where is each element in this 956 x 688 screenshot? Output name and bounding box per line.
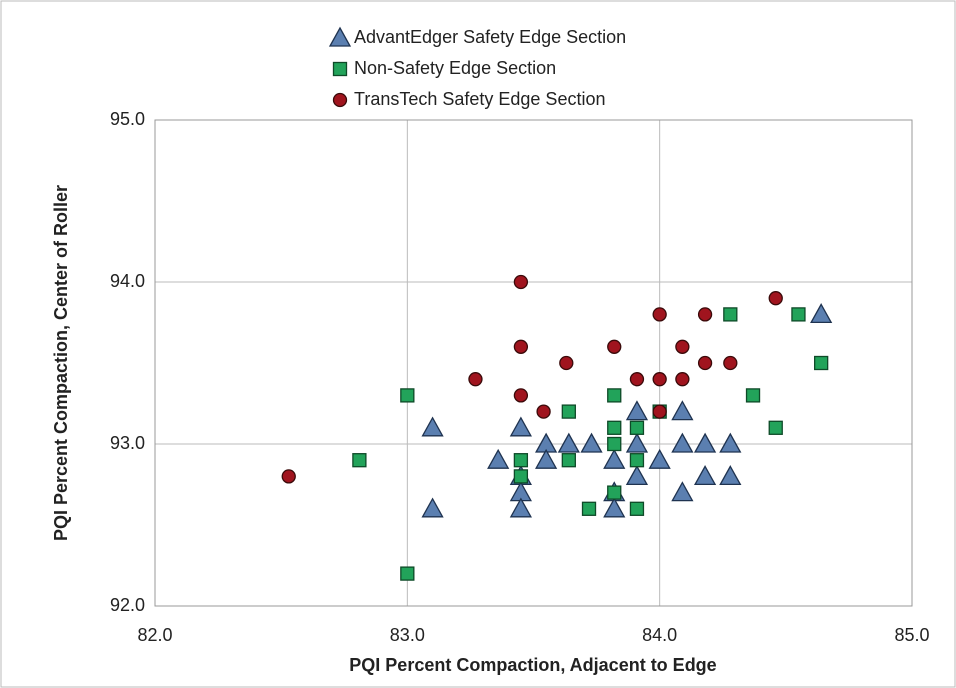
marker-square — [400, 566, 415, 581]
marker-circle — [513, 388, 529, 403]
marker-circle — [768, 291, 783, 306]
marker-circle — [513, 339, 529, 354]
marker-triangle — [421, 497, 444, 518]
marker-square — [513, 453, 529, 468]
marker-triangle — [328, 26, 352, 47]
marker-circle — [697, 307, 713, 322]
marker-square — [629, 420, 645, 435]
x-tick-label: 82.0 — [137, 625, 172, 645]
marker-square — [607, 485, 622, 500]
marker-circle — [675, 372, 690, 387]
plot-area — [154, 119, 913, 607]
legend-label: Non-Safety Edge Section — [354, 58, 556, 78]
marker-square — [607, 436, 622, 452]
marker-circle — [675, 339, 690, 354]
marker-triangle — [509, 416, 532, 437]
marker-square — [607, 388, 622, 403]
marker-triangle — [719, 465, 742, 486]
marker-square — [768, 420, 783, 435]
marker-square — [791, 307, 806, 322]
marker-circle — [652, 404, 667, 419]
marker-square — [332, 61, 348, 77]
marker-triangle — [671, 481, 694, 502]
marker-triangle — [557, 432, 580, 453]
marker-square — [814, 355, 829, 371]
marker-square — [561, 453, 576, 468]
marker-square — [352, 453, 367, 468]
marker-triangle — [509, 497, 532, 518]
marker-triangle — [421, 416, 444, 437]
marker-triangle — [625, 465, 649, 486]
marker-circle — [281, 469, 296, 484]
marker-circle — [536, 404, 551, 419]
marker-triangle — [719, 432, 742, 453]
marker-triangle — [580, 432, 603, 453]
marker-triangle — [693, 432, 717, 453]
marker-circle — [332, 92, 348, 108]
marker-circle — [723, 355, 738, 371]
y-tick-label: 92.0 — [110, 595, 145, 615]
marker-circle — [652, 372, 667, 387]
marker-triangle — [535, 448, 558, 469]
marker-circle — [652, 307, 667, 322]
marker-triangle — [810, 303, 833, 324]
legend-label: AdvantEdger Safety Edge Section — [354, 27, 626, 47]
x-tick-label: 84.0 — [642, 625, 677, 645]
x-tick-label: 85.0 — [894, 625, 929, 645]
marker-square — [581, 501, 597, 516]
legend-label: TransTech Safety Edge Section — [354, 89, 605, 109]
marker-triangle — [625, 432, 649, 453]
marker-triangle — [625, 400, 649, 421]
x-tick-label: 83.0 — [390, 625, 425, 645]
marker-square — [629, 501, 645, 516]
y-tick-label: 93.0 — [110, 433, 145, 453]
y-axis-label: PQI Percent Compaction, Center of Roller — [51, 185, 71, 541]
marker-circle — [513, 274, 529, 290]
marker-circle — [697, 355, 713, 371]
x-axis-label: PQI Percent Compaction, Adjacent to Edge — [349, 655, 716, 675]
y-tick-label: 94.0 — [110, 271, 145, 291]
marker-circle — [629, 372, 645, 387]
marker-square — [561, 404, 576, 419]
marker-square — [745, 388, 761, 403]
marker-triangle — [648, 448, 671, 469]
marker-square — [607, 420, 622, 435]
y-tick-label: 95.0 — [110, 109, 145, 129]
marker-square — [513, 469, 529, 484]
marker-square — [629, 453, 645, 468]
marker-triangle — [603, 448, 626, 469]
marker-triangle — [603, 497, 626, 518]
marker-circle — [607, 339, 622, 354]
marker-triangle — [693, 465, 717, 486]
marker-circle — [559, 355, 574, 371]
marker-square — [723, 307, 738, 322]
marker-circle — [468, 372, 483, 387]
marker-triangle — [671, 432, 694, 453]
marker-square — [400, 388, 415, 403]
marker-triangle — [487, 448, 510, 469]
marker-triangle — [671, 400, 694, 421]
